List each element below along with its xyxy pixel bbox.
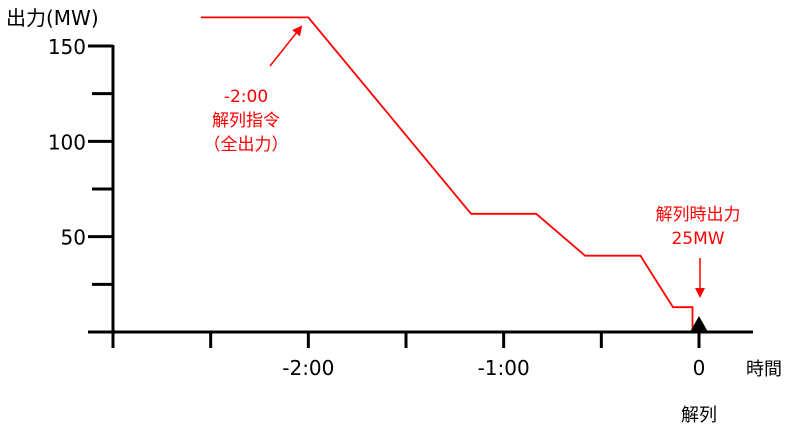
annotation-command-arrow (269, 25, 303, 67)
trip-marker-label: 解列 (681, 405, 717, 426)
x-axis-title: 時間 (746, 359, 782, 380)
output-line (200, 16, 694, 332)
x-ticks: -2:00 -1:00 0 (111, 332, 706, 380)
annotation-command-line1: -2:00 (224, 87, 268, 107)
annotation-output-line1: 解列時出力 (656, 205, 741, 225)
annotation-command-line2: 解列指令 (212, 111, 280, 131)
y-tick-label: 150 (48, 35, 86, 59)
x-tick-label: 0 (693, 356, 706, 380)
annotation-output: 解列時出力 25MW (656, 205, 741, 298)
annotation-output-line2: 25MW (671, 229, 724, 249)
annotation-command: -2:00 解列指令 （全出力） (204, 25, 303, 155)
y-tick-label: 100 (48, 130, 86, 154)
y-ticks: 50 100 150 (48, 35, 113, 286)
series-layer (200, 16, 694, 332)
y-tick-label: 50 (61, 226, 86, 250)
trip-marker-triangle (690, 316, 708, 332)
x-tick-label: -1:00 (478, 356, 530, 380)
annotation-command-line3: （全出力） (204, 135, 289, 155)
y-axis-title: 出力(MW) (6, 6, 99, 30)
x-tick-label: -2:00 (282, 356, 334, 380)
